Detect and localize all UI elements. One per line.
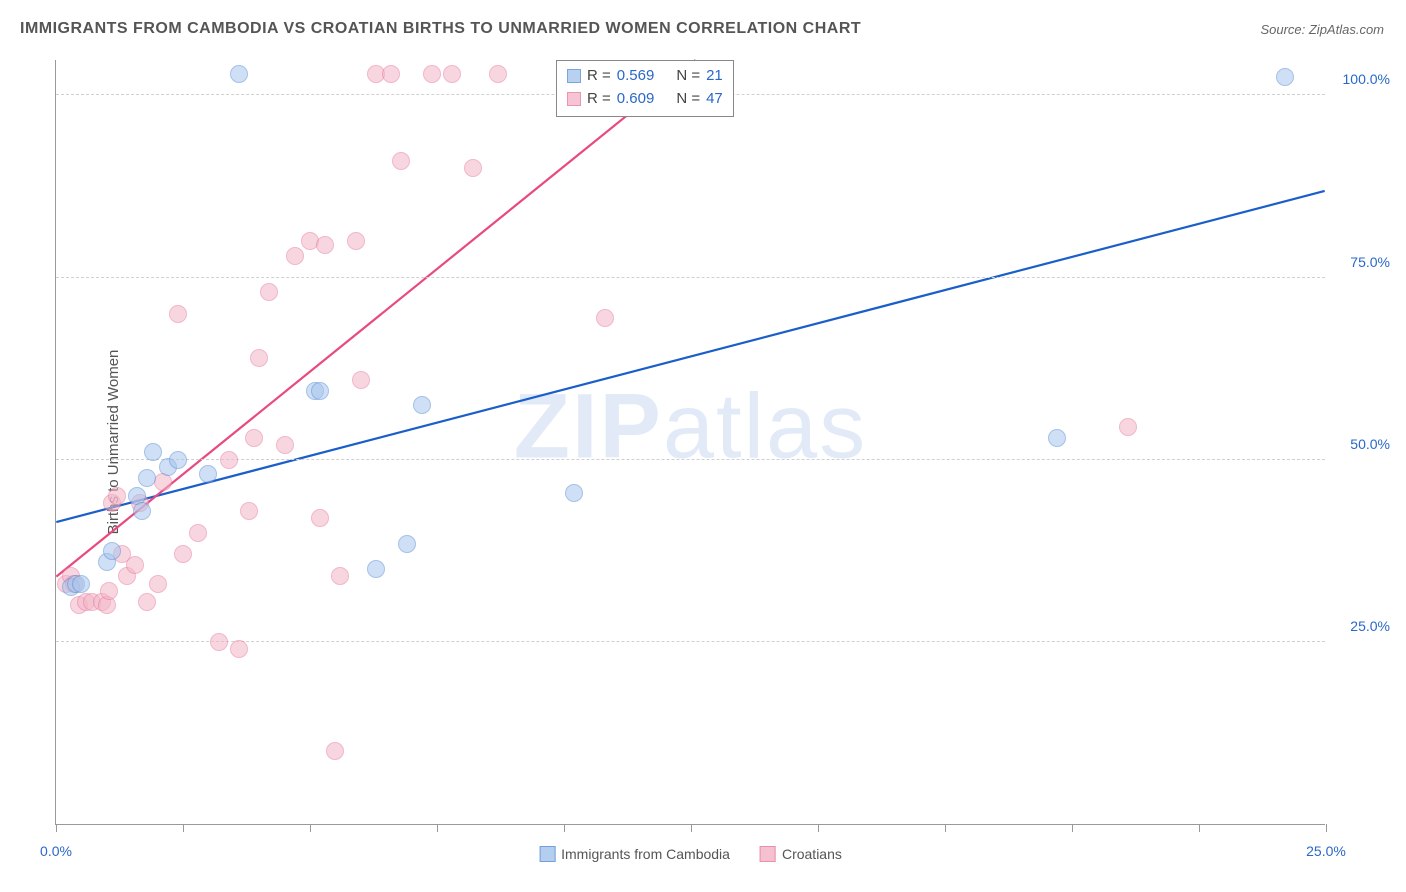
x-tick bbox=[310, 824, 311, 832]
trend-line-cambodia bbox=[56, 191, 1324, 522]
scatter-point-croatians bbox=[108, 487, 126, 505]
scatter-point-croatians bbox=[423, 65, 441, 83]
scatter-point-cambodia bbox=[169, 451, 187, 469]
scatter-point-croatians bbox=[230, 640, 248, 658]
scatter-point-croatians bbox=[489, 65, 507, 83]
scatter-point-croatians bbox=[331, 567, 349, 585]
scatter-point-cambodia bbox=[1276, 68, 1294, 86]
legend-label: Croatians bbox=[782, 846, 842, 862]
scatter-point-croatians bbox=[443, 65, 461, 83]
legend-swatch-croatians bbox=[567, 92, 581, 106]
legend-stats: R = 0.569N = 21R = 0.609N = 47 bbox=[556, 60, 734, 117]
x-tick bbox=[945, 824, 946, 832]
gridline-h bbox=[56, 459, 1325, 460]
scatter-point-croatians bbox=[382, 65, 400, 83]
gridline-h bbox=[56, 277, 1325, 278]
legend-bottom: Immigrants from Cambodia Croatians bbox=[539, 846, 842, 862]
scatter-point-cambodia bbox=[367, 560, 385, 578]
scatter-point-cambodia bbox=[398, 535, 416, 553]
scatter-point-cambodia bbox=[565, 484, 583, 502]
legend-stats-row-croatians: R = 0.609N = 47 bbox=[567, 88, 723, 111]
scatter-point-croatians bbox=[189, 524, 207, 542]
scatter-point-cambodia bbox=[138, 469, 156, 487]
y-tick-label: 25.0% bbox=[1350, 618, 1390, 634]
y-tick-label: 100.0% bbox=[1343, 71, 1390, 87]
x-tick-label: 25.0% bbox=[1306, 843, 1346, 859]
scatter-point-cambodia bbox=[311, 382, 329, 400]
legend-item-cambodia: Immigrants from Cambodia bbox=[539, 846, 730, 862]
scatter-point-croatians bbox=[174, 545, 192, 563]
legend-label: Immigrants from Cambodia bbox=[561, 846, 730, 862]
x-tick bbox=[818, 824, 819, 832]
scatter-point-cambodia bbox=[230, 65, 248, 83]
scatter-point-croatians bbox=[276, 436, 294, 454]
scatter-point-croatians bbox=[220, 451, 238, 469]
x-tick bbox=[564, 824, 565, 832]
scatter-point-cambodia bbox=[72, 575, 90, 593]
x-tick bbox=[1326, 824, 1327, 832]
x-tick bbox=[56, 824, 57, 832]
scatter-point-croatians bbox=[240, 502, 258, 520]
scatter-point-croatians bbox=[149, 575, 167, 593]
scatter-point-croatians bbox=[210, 633, 228, 651]
scatter-point-croatians bbox=[245, 429, 263, 447]
scatter-point-croatians bbox=[311, 509, 329, 527]
legend-swatch-cambodia bbox=[539, 846, 555, 862]
scatter-point-cambodia bbox=[133, 502, 151, 520]
legend-swatch-cambodia bbox=[567, 69, 581, 83]
watermark: ZIPatlas bbox=[514, 374, 867, 479]
scatter-point-cambodia bbox=[144, 443, 162, 461]
scatter-point-croatians bbox=[464, 159, 482, 177]
scatter-point-cambodia bbox=[413, 396, 431, 414]
source-label: Source: ZipAtlas.com bbox=[1260, 22, 1384, 37]
x-tick bbox=[183, 824, 184, 832]
legend-item-croatians: Croatians bbox=[760, 846, 842, 862]
scatter-point-croatians bbox=[286, 247, 304, 265]
scatter-point-cambodia bbox=[199, 465, 217, 483]
x-tick-label: 0.0% bbox=[40, 843, 72, 859]
x-tick bbox=[437, 824, 438, 832]
scatter-point-croatians bbox=[316, 236, 334, 254]
scatter-point-croatians bbox=[392, 152, 410, 170]
gridline-h bbox=[56, 641, 1325, 642]
scatter-point-croatians bbox=[347, 232, 365, 250]
scatter-point-croatians bbox=[250, 349, 268, 367]
plot-area: Births to Unmarried Women ZIPatlas R = 0… bbox=[55, 60, 1325, 825]
scatter-point-cambodia bbox=[1048, 429, 1066, 447]
y-tick-label: 75.0% bbox=[1350, 254, 1390, 270]
scatter-point-croatians bbox=[126, 556, 144, 574]
legend-stats-row-cambodia: R = 0.569N = 21 bbox=[567, 65, 723, 88]
chart-title: IMMIGRANTS FROM CAMBODIA VS CROATIAN BIR… bbox=[20, 20, 861, 38]
scatter-point-croatians bbox=[260, 283, 278, 301]
scatter-point-croatians bbox=[138, 593, 156, 611]
chart-container: IMMIGRANTS FROM CAMBODIA VS CROATIAN BIR… bbox=[0, 0, 1406, 892]
scatter-point-croatians bbox=[1119, 418, 1137, 436]
y-tick-label: 50.0% bbox=[1350, 436, 1390, 452]
scatter-point-croatians bbox=[326, 742, 344, 760]
x-tick bbox=[691, 824, 692, 832]
x-tick bbox=[1199, 824, 1200, 832]
x-tick bbox=[1072, 824, 1073, 832]
scatter-point-croatians bbox=[169, 305, 187, 323]
scatter-point-croatians bbox=[100, 582, 118, 600]
scatter-point-croatians bbox=[352, 371, 370, 389]
scatter-point-croatians bbox=[596, 309, 614, 327]
legend-swatch-croatians bbox=[760, 846, 776, 862]
scatter-point-cambodia bbox=[103, 542, 121, 560]
